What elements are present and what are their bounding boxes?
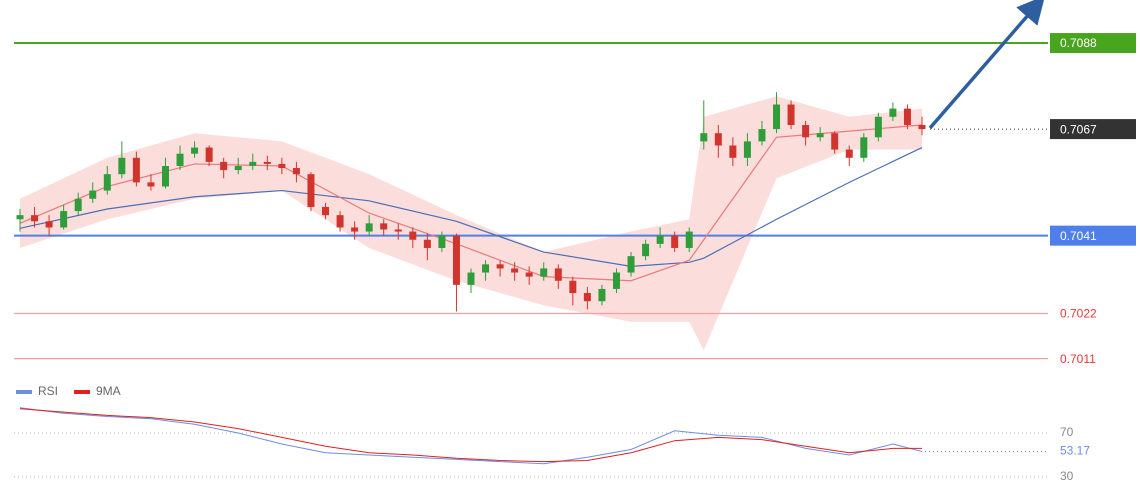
candle-body	[612, 272, 620, 289]
legend-label: RSI	[38, 384, 58, 398]
legend-label: 9MA	[96, 384, 121, 398]
level-label: 0.7022	[1060, 307, 1097, 321]
candle-body	[714, 133, 722, 146]
candle-body	[263, 161, 271, 164]
candle-body	[671, 235, 679, 248]
candle-body	[452, 235, 460, 285]
candle-body	[889, 108, 897, 117]
rsi-panel: 70 30 53.17 RSI 9MA	[14, 384, 1090, 483]
candle-body	[322, 206, 330, 216]
candle-body	[249, 161, 257, 166]
candle-body	[554, 268, 562, 281]
candle-body	[467, 272, 475, 285]
candle-body	[627, 256, 635, 273]
candle-body	[685, 231, 693, 248]
rsi-line	[19, 408, 922, 463]
candle-body	[816, 133, 824, 138]
candle-body	[438, 235, 446, 248]
legend-swatch	[74, 390, 90, 394]
price-panel: 0.7088 0.7067 0.7041 0.7022 0.7011	[14, 33, 1136, 366]
candle-body	[642, 243, 650, 257]
candle-body	[205, 147, 213, 162]
rsi-tick-label: 30	[1060, 469, 1074, 483]
candle-body	[278, 163, 286, 169]
level-label-box	[1050, 33, 1136, 54]
candle-body	[802, 125, 810, 138]
candle-body	[758, 129, 766, 142]
candle-body	[598, 288, 606, 302]
candle-body	[496, 264, 504, 269]
candle-body	[903, 108, 911, 125]
slow-ma	[19, 146, 923, 267]
candle-body	[540, 268, 548, 277]
bollinger-band	[20, 96, 922, 351]
candle-body	[132, 157, 140, 183]
level-label: 0.7067	[1060, 122, 1097, 136]
legend-swatch	[16, 390, 32, 394]
candle-body	[60, 211, 68, 228]
rsi-tick-label: 70	[1060, 425, 1074, 439]
candle-body	[845, 149, 853, 158]
forecast-arrow	[928, 0, 1046, 130]
candle-body	[409, 231, 417, 240]
candle-body	[234, 165, 242, 171]
candle-body	[860, 137, 868, 158]
candle-body	[292, 168, 300, 175]
candle-body	[380, 223, 388, 230]
candle-body	[74, 198, 82, 212]
candle-body	[729, 145, 737, 158]
candle-body	[569, 280, 577, 294]
candle-body	[787, 104, 795, 125]
candle-body	[525, 272, 533, 277]
candle-body	[351, 227, 359, 232]
candle-body	[773, 104, 781, 130]
candle-body	[394, 229, 402, 232]
candle-body	[656, 235, 664, 244]
candle-body	[191, 147, 199, 154]
candle-body	[482, 264, 490, 273]
candle-body	[874, 116, 882, 138]
level-label-box	[1050, 225, 1136, 246]
candle-body	[583, 293, 591, 302]
candle-body	[103, 174, 111, 191]
rsi-last-label: 53.17	[1060, 444, 1090, 458]
candle-body	[89, 190, 97, 199]
rsi-line	[19, 407, 923, 465]
candle-body	[700, 133, 708, 142]
level-label: 0.7088	[1060, 36, 1097, 50]
candle-body	[118, 157, 126, 175]
level-label-box	[1050, 119, 1136, 140]
candle-body	[307, 174, 315, 207]
level-label: 0.7041	[1060, 229, 1097, 243]
candle-body	[45, 221, 53, 228]
candle-body	[743, 141, 751, 158]
candle-body	[511, 268, 519, 273]
candle-body	[365, 223, 373, 232]
level-label: 0.7011	[1060, 352, 1096, 366]
candle-body	[423, 239, 431, 248]
candle-body	[918, 125, 926, 130]
candle-body	[16, 215, 24, 220]
candle-body	[220, 161, 228, 171]
candle-body	[147, 182, 155, 187]
candle-body	[31, 215, 39, 222]
candle-body	[176, 153, 184, 166]
candle-body	[336, 215, 344, 228]
candle-body	[161, 165, 169, 187]
candle-body	[831, 133, 839, 150]
